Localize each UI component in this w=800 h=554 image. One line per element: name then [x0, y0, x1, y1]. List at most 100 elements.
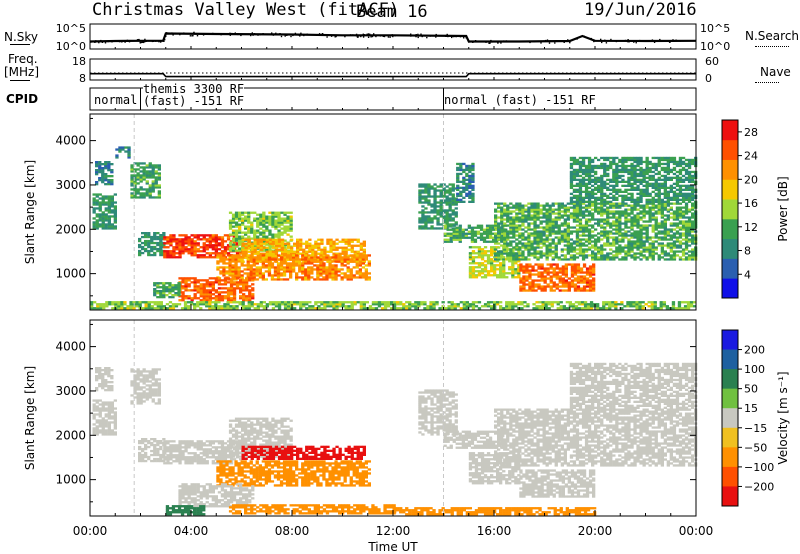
- cell: [292, 258, 296, 261]
- noise-point: [631, 40, 634, 42]
- cell: [471, 162, 475, 166]
- cell: [190, 252, 194, 255]
- cell: [512, 220, 516, 223]
- cell: [648, 212, 652, 215]
- cell: [271, 242, 276, 245]
- cell: [654, 236, 658, 239]
- cell: [133, 176, 137, 179]
- cell: [600, 204, 604, 207]
- cell: [316, 260, 320, 263]
- noise-point: [639, 39, 641, 42]
- cell: [493, 256, 497, 259]
- cell: [639, 192, 643, 195]
- cell: [515, 254, 519, 257]
- cell: [226, 289, 231, 292]
- cell: [621, 238, 625, 241]
- cell: [474, 270, 479, 273]
- cell: [292, 262, 296, 265]
- cell: [142, 170, 146, 173]
- cell: [299, 242, 303, 245]
- cell: [654, 246, 658, 249]
- cell: [552, 269, 556, 272]
- cell: [301, 256, 305, 259]
- cell: [208, 299, 212, 302]
- cell: [633, 160, 637, 164]
- cell: [584, 220, 589, 223]
- cell: [239, 279, 243, 282]
- cell: [241, 213, 245, 216]
- noise-point: [576, 38, 578, 40]
- cell: [199, 254, 203, 257]
- cell: [246, 272, 250, 275]
- cell: [603, 202, 607, 205]
- cell: [451, 183, 455, 186]
- cell: [153, 234, 157, 237]
- cell: [663, 220, 667, 223]
- cell: [581, 248, 586, 251]
- cell: [196, 250, 200, 253]
- cell: [427, 199, 431, 202]
- cell: [358, 254, 362, 257]
- cell: [569, 182, 574, 185]
- cell: [594, 178, 598, 181]
- cell: [274, 221, 278, 224]
- cell: [199, 293, 203, 296]
- cell: [533, 222, 537, 225]
- cell: [358, 276, 362, 279]
- cell: [241, 244, 245, 247]
- cell: [265, 215, 269, 218]
- cell: [600, 232, 604, 235]
- cell: [651, 200, 655, 203]
- cell: [551, 230, 555, 233]
- cell: [261, 278, 265, 281]
- cell: [259, 221, 263, 224]
- cell: [196, 238, 200, 241]
- cell: [467, 232, 471, 235]
- cell: [311, 252, 315, 255]
- cell: [606, 202, 610, 205]
- cell: [578, 248, 583, 251]
- cell: [101, 169, 105, 172]
- cell: [501, 230, 505, 233]
- cell: [600, 256, 604, 259]
- cell: [530, 244, 534, 247]
- cell: [584, 226, 589, 229]
- cell: [512, 246, 516, 249]
- cell: [660, 226, 664, 229]
- cell: [501, 234, 505, 237]
- cell: [548, 218, 552, 221]
- cell: [301, 262, 305, 265]
- cell: [452, 236, 456, 239]
- cell: [527, 244, 531, 247]
- cell: [642, 194, 646, 197]
- cell: [627, 164, 631, 168]
- cell: [545, 256, 549, 259]
- cell: [220, 236, 225, 239]
- cell: [518, 218, 522, 221]
- cell: [237, 256, 241, 259]
- cell: [92, 227, 96, 230]
- cell: [539, 216, 543, 219]
- cell: [244, 227, 248, 230]
- cell: [347, 240, 351, 243]
- cell: [172, 238, 176, 241]
- noise-point: [369, 33, 371, 35]
- cell: [660, 222, 664, 225]
- cell: [110, 179, 114, 182]
- cell: [264, 260, 268, 263]
- cell: [228, 243, 233, 246]
- cell: [101, 223, 105, 226]
- cell: [314, 246, 318, 249]
- cell: [684, 216, 689, 219]
- cell: [241, 231, 245, 234]
- cell: [521, 242, 525, 245]
- cell: [445, 201, 449, 204]
- cell: [488, 232, 493, 235]
- cell: [681, 258, 686, 261]
- cell: [462, 196, 466, 199]
- cell: [534, 279, 538, 282]
- cell: [159, 234, 163, 237]
- cell: [587, 158, 592, 162]
- cell: [545, 252, 549, 255]
- cell: [439, 191, 443, 194]
